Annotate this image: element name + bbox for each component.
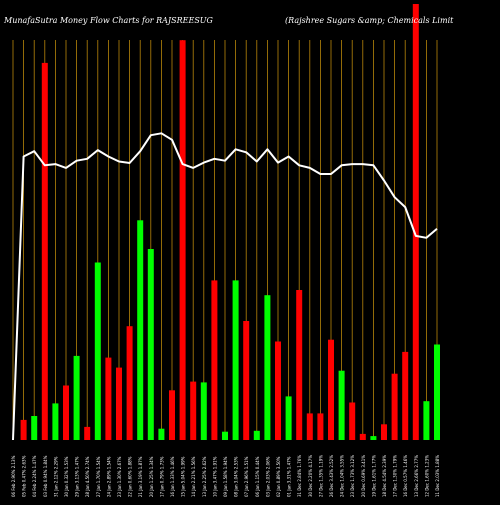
x-tick-label: 21 Jan 3.19% 1.87% (138, 456, 143, 497)
x-tick-label: 13 Jan 2.25% 2.62% (202, 456, 207, 497)
x-tick-label: 10 Jan 3.47% 1.91% (212, 456, 217, 497)
bar-15 (169, 390, 175, 440)
x-tick-label: 30 Dec 2.20% 4.17% (308, 455, 313, 497)
bar-35 (381, 424, 387, 440)
x-tick-label: 28 Jan 4.50% 2.74% (85, 456, 90, 497)
x-tick-label: 24 Dec 1.04% 3.55% (340, 455, 345, 497)
x-tick-label: 20 Jan 1.25% 1.34% (149, 456, 154, 497)
x-axis-tick-labels: 06 Feb 2.90% 2.13% 05 Feb 0.47% 2.63% 04 F… (11, 455, 440, 497)
bar-16 (179, 40, 186, 440)
x-tick-label: 23 Jan 1.30% 2.67% (117, 456, 122, 497)
x-tick-label: 17 Dec 1.30% 1.79% (393, 455, 398, 497)
x-tick-label: 22 Jan 0.60% 1.88% (128, 456, 133, 497)
x-tick-label: 08 Jan 3.04% 2.53% (234, 456, 239, 497)
x-tick-label: 09 Jan 1.58% 1.94% (223, 456, 228, 497)
x-tick-label: 31 Dec 2.84% 1.76% (297, 455, 302, 497)
x-tick-label: 03 Feb 0.94% 1.84% (43, 455, 48, 497)
x-tick-label: 18 Dec 4.54% 2.39% (382, 455, 387, 497)
x-tick-label: 23 Dec 1.73% 3.12% (350, 455, 355, 497)
bar-38 (412, 4, 419, 440)
x-tick-label: 13 Dec 2.66% 2.77% (414, 455, 419, 497)
x-tick-label: 02 Jan 0.89% 3.50% (276, 456, 281, 497)
bar-18 (200, 382, 207, 440)
x-tick-label: 01 Jan 3.31% 1.47% (287, 456, 292, 497)
bar-39 (423, 401, 430, 440)
bar-30 (328, 339, 334, 440)
bar-27 (296, 290, 303, 440)
x-tick-label: 24 Jan 2.89% 1.54% (106, 456, 111, 497)
x-tick-label: 31 Jan 2.12% 2.29% (53, 456, 58, 497)
price-line (12, 132, 438, 441)
bar-6 (73, 355, 80, 440)
x-tick-label: 04 Feb 2.24% 1.47% (32, 455, 37, 497)
bar-26 (285, 396, 292, 440)
x-tick-label: 15 Jan 5.04% 1.99% (181, 456, 186, 497)
bar-8 (94, 262, 101, 440)
x-tick-label: 30 Jan 0.32% 1.53% (64, 456, 69, 497)
bar-32 (349, 402, 356, 440)
bar-33 (359, 433, 366, 440)
bar-9 (105, 357, 112, 440)
bar-5 (63, 385, 69, 440)
x-tick-label: 14 Jan 2.21% 1.56% (191, 456, 196, 497)
bar-1 (20, 419, 27, 440)
bar-4 (52, 403, 59, 440)
bar-10 (116, 367, 122, 440)
x-tick-label: 07 Jan 2.96% 1.51% (244, 456, 249, 497)
bar-40 (434, 344, 440, 440)
x-tick-label: 29 Jan 3.13% 1.47% (75, 456, 80, 497)
x-tick-label: 26 Dec 3.43% 2.52% (329, 455, 334, 497)
x-tick-label: 27 Jan 1.70% 1.54% (96, 456, 101, 497)
bar-13 (147, 249, 154, 440)
x-tick-label: 06 Jan 1.15% 0.44% (255, 456, 260, 497)
x-tick-label: 16 Dec 0.57% 1.46% (403, 455, 408, 497)
x-tick-label: 20 Dec 0.69% 3.41% (361, 455, 366, 497)
bar-28 (306, 413, 313, 440)
x-tick-label: 11 Dec 2.03% 1.88% (435, 455, 440, 497)
bar-2 (31, 416, 38, 440)
bar-12 (137, 220, 144, 440)
money-flow-bars (20, 4, 440, 441)
x-tick-label: 06 Feb 2.90% 2.13% (11, 455, 16, 497)
bar-25 (275, 341, 281, 440)
x-tick-label: 19 Dec 1.61% 1.77% (371, 455, 376, 497)
x-tick-label: 05 Feb 0.47% 2.63% (22, 455, 27, 497)
bar-31 (338, 370, 345, 440)
bar-20 (222, 431, 228, 440)
bar-23 (253, 430, 260, 440)
bar-3 (41, 62, 48, 441)
bar-24 (264, 295, 271, 440)
chart-subtitle: (Rajshree Sugars &amp; Chemicals Limit (285, 16, 454, 25)
x-tick-label: 03 Jan 2.03% 2.06% (265, 456, 270, 497)
chart-title: MunafaSutra Money Flow Charts for RAJSRE… (3, 16, 214, 25)
bar-14 (158, 428, 165, 440)
bar-21 (232, 280, 239, 440)
bar-7 (84, 426, 91, 440)
bar-37 (402, 351, 409, 440)
bar-29 (317, 413, 324, 440)
bar-17 (190, 381, 197, 440)
bar-22 (243, 321, 250, 440)
x-tick-label: 12 Dec 1.60% 1.23% (424, 455, 429, 497)
bar-19 (211, 280, 218, 440)
x-tick-label: 17 Jan 0.79% 1.73% (159, 456, 164, 497)
price-line-group (12, 132, 438, 441)
x-tick-label: 27 Dec 1.35% 1.19% (318, 455, 323, 497)
bar-34 (370, 436, 377, 440)
x-tick-label: 16 Jan 1.33% 1.46% (170, 456, 175, 497)
bar-36 (391, 373, 398, 440)
bar-11 (126, 326, 133, 440)
